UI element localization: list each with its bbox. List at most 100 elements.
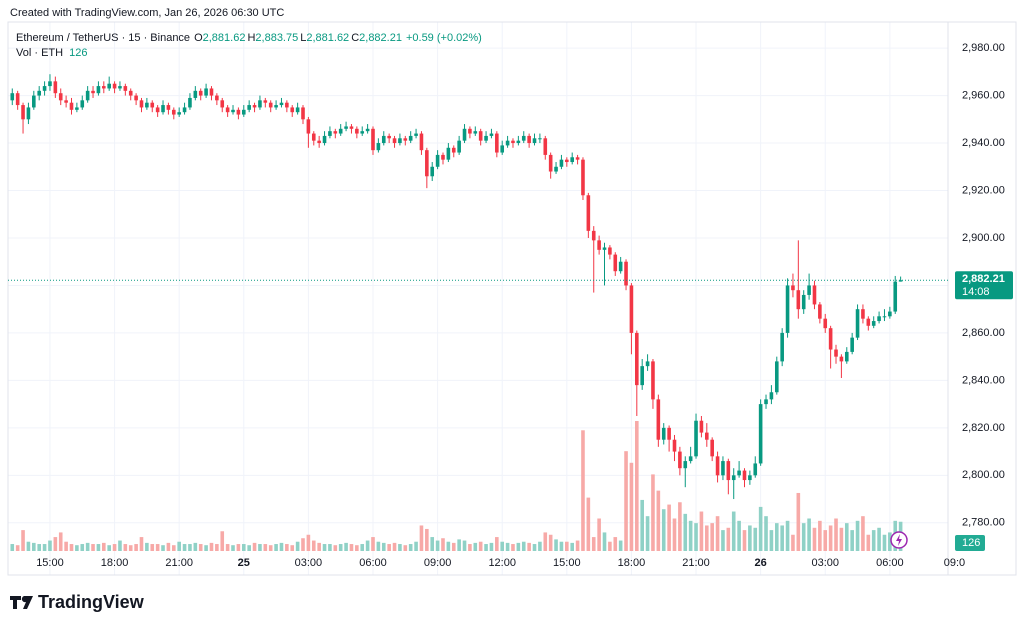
volume-bar [355, 545, 359, 551]
volume-bar [279, 542, 284, 551]
volume-bar [139, 537, 144, 551]
volume-bar [624, 451, 628, 551]
x-tick-label: 21:00 [682, 557, 710, 569]
candle-body [161, 105, 165, 113]
volume-bar [145, 542, 149, 551]
volume-bar [85, 542, 90, 551]
volume-bar [511, 544, 515, 551]
candle-body [285, 102, 289, 108]
candle-body [511, 140, 515, 144]
candle-body [651, 361, 655, 400]
volume-bar [834, 518, 838, 551]
candle-body [48, 81, 52, 87]
volume-bar [764, 516, 768, 551]
volume-bar [495, 537, 499, 551]
volume-bar [10, 544, 15, 551]
volume-bar [861, 516, 865, 551]
volume-bar [360, 544, 365, 551]
candle-body [645, 361, 650, 367]
volume-bar [204, 545, 208, 551]
volume-bar [683, 513, 688, 551]
candle-body [451, 147, 456, 153]
candle-body [888, 311, 892, 317]
volume-bar [435, 540, 440, 551]
y-tick-label: 2,920.00 [962, 184, 1005, 196]
x-tick-label: 03:00 [295, 557, 323, 569]
candle-body [371, 128, 375, 151]
candle-body [850, 337, 854, 352]
volume-bar [591, 537, 596, 551]
volume-bar [322, 544, 327, 551]
volume-bar [608, 541, 612, 551]
volume-bar [812, 527, 817, 551]
volume-bar [548, 534, 553, 551]
candle-body [441, 154, 445, 160]
x-tick-label: 18:00 [101, 557, 129, 569]
volume-bar [737, 520, 741, 551]
ohlc-key: L [300, 32, 306, 44]
volume-legend: Vol · ETH 126 [16, 47, 87, 59]
candle-body [844, 351, 849, 362]
candle-body [188, 97, 192, 108]
candle-body [871, 321, 876, 326]
volume-bar [473, 542, 478, 551]
candle-body [721, 461, 725, 476]
candle-body [398, 138, 402, 144]
volume-bar [505, 542, 510, 551]
candle-body [629, 285, 634, 333]
y-tick-label: 2,860.00 [962, 327, 1005, 339]
volume-bar [381, 542, 386, 551]
volume-bar [311, 540, 316, 551]
lightning-icon [890, 531, 908, 549]
candle-body [91, 90, 95, 94]
x-tick-label: 03:00 [811, 557, 839, 569]
candle-body [505, 140, 510, 146]
volume-bar [565, 541, 569, 551]
candle-body [58, 93, 63, 101]
volume-bar [710, 523, 714, 551]
candle-body [516, 140, 521, 144]
volume-bar [425, 528, 429, 551]
candle-body [215, 95, 219, 101]
volume-bar [871, 530, 876, 551]
volume-bar [231, 545, 235, 551]
candle-body [274, 105, 278, 108]
volume-bar [96, 544, 101, 551]
candle-body [145, 102, 149, 108]
candle-body [376, 143, 381, 151]
y-tick-label: 2,900.00 [962, 232, 1005, 244]
volume-bar [780, 525, 784, 551]
countdown: 14:08 [962, 286, 990, 298]
candle-body [780, 332, 784, 362]
volume-bar [543, 532, 548, 551]
candle-body [290, 107, 295, 113]
candle-body [705, 432, 709, 440]
x-tick-label: 06:00 [359, 557, 387, 569]
volume-bar [403, 545, 408, 551]
candle-body [478, 131, 483, 141]
volume-bar [102, 542, 106, 551]
candle-body [667, 427, 671, 440]
volume-bar [209, 542, 214, 551]
volume-bar [306, 534, 311, 551]
volume-bar [527, 542, 531, 551]
candle-body [877, 316, 881, 322]
ohlc-value: 2,882.21 [359, 32, 402, 44]
volume-bar [333, 545, 338, 551]
volume-bar [376, 541, 381, 551]
candle-body [828, 328, 833, 350]
candle-body [532, 138, 537, 144]
ohlc-key: C [351, 32, 359, 44]
candle-body [236, 109, 241, 115]
candle-body [349, 126, 354, 129]
volume-bar [468, 544, 472, 551]
volume-bar [538, 541, 542, 551]
volume-bar [651, 474, 655, 551]
volume-bar [559, 541, 564, 551]
ohlc-value: 2,883.75 [255, 32, 298, 44]
volume-bar [225, 544, 230, 551]
candle-body [742, 470, 747, 481]
volume-bar [769, 530, 774, 551]
candle-body [198, 90, 203, 96]
